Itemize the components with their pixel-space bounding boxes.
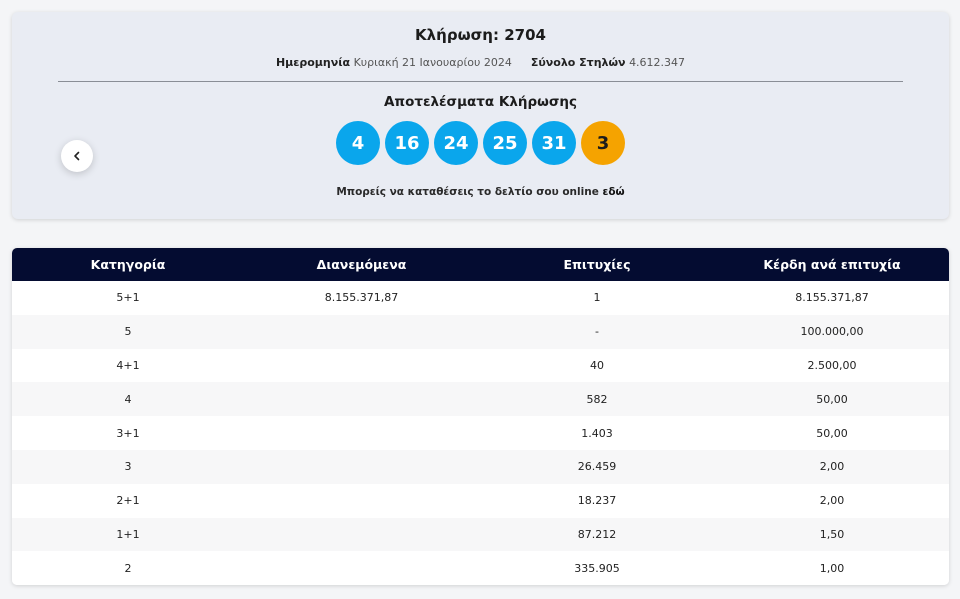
header-category: Κατηγορία xyxy=(90,257,166,272)
online-link[interactable]: εδώ xyxy=(602,186,625,198)
cell-category: 1+1 xyxy=(116,527,140,541)
table-row: 2+1 18.237 2,00 xyxy=(12,483,949,518)
cell-winners: - xyxy=(595,325,599,339)
date-value: Κυριακή 21 Ιανουαρίου 2024 xyxy=(353,56,512,69)
table-row: 3+1 1.403 50,00 xyxy=(12,416,949,450)
winning-numbers: 4 16 24 25 31 3 xyxy=(12,121,949,165)
cell-distributed: 8.155.371,87 xyxy=(324,291,399,305)
total-columns-label: Σύνολο Στηλών xyxy=(530,56,626,69)
prize-table: Κατηγορία Διανεμόμενα Επιτυχίες Κέρδη αν… xyxy=(12,248,949,586)
table-row: 3 26.459 2,00 xyxy=(12,449,949,484)
total-columns-value: 4.612.347 xyxy=(629,56,686,69)
draw-title: Κλήρωση: 2704 xyxy=(415,26,546,44)
table-row: 1+1 87.212 1,50 xyxy=(12,517,949,552)
table-row: 4 582 50,00 xyxy=(12,382,949,417)
cell-winners: 40 xyxy=(590,358,604,372)
number-ball: 4 xyxy=(336,121,380,165)
table-row: 2 335.905 1,00 xyxy=(12,551,949,586)
header-prize-per-winner: Κέρδη ανά επιτυχία xyxy=(763,257,901,272)
cell-category: 2+1 xyxy=(116,494,140,508)
divider xyxy=(58,81,903,82)
cell-category: 3+1 xyxy=(116,426,140,440)
cell-prize: 50,00 xyxy=(816,392,848,406)
cell-prize: 50,00 xyxy=(816,426,848,440)
cell-category: 4 xyxy=(124,392,132,406)
cell-prize: 2,00 xyxy=(819,494,845,508)
table-body: 5+1 8.155.371,87 1 8.155.371,87 5 - 100.… xyxy=(12,281,949,586)
cell-winners: 335.905 xyxy=(574,561,620,575)
number-ball: 31 xyxy=(532,121,576,165)
cell-winners: 18.237 xyxy=(577,494,617,508)
cell-winners: 1.403 xyxy=(581,426,613,440)
online-note: Μπορείς να καταθέσεις το δελτίο σου onli… xyxy=(12,186,949,198)
cell-prize: 2,00 xyxy=(819,460,845,474)
header-winners: Επιτυχίες xyxy=(563,257,631,272)
cell-prize: 1,50 xyxy=(819,527,845,541)
cell-winners: 26.459 xyxy=(577,460,617,474)
header-distributed: Διανεμόμενα xyxy=(316,257,407,272)
joker-ball: 3 xyxy=(581,121,625,165)
table-row: 4+1 40 2.500,00 xyxy=(12,348,949,383)
cell-prize: 1,00 xyxy=(819,561,845,575)
number-ball: 24 xyxy=(434,121,478,165)
number-ball: 16 xyxy=(385,121,429,165)
cell-prize: 100.000,00 xyxy=(800,325,864,339)
cell-category: 5+1 xyxy=(116,291,140,305)
cell-winners: 1 xyxy=(593,291,601,305)
table-row: 5 - 100.000,00 xyxy=(12,314,949,349)
cell-prize: 2.500,00 xyxy=(807,358,857,372)
chevron-left-icon xyxy=(72,151,82,161)
date-label: Ημερομηνία xyxy=(275,56,351,69)
previous-draw-button[interactable] xyxy=(61,140,93,172)
cell-winners: 582 xyxy=(586,392,608,406)
cell-category: 3 xyxy=(124,460,132,474)
cell-category: 5 xyxy=(124,325,132,339)
cell-winners: 87.212 xyxy=(577,527,617,541)
cell-category: 4+1 xyxy=(116,358,140,372)
cell-prize: 8.155.371,87 xyxy=(795,291,869,305)
table-row: 5+1 8.155.371,87 1 8.155.371,87 xyxy=(12,281,949,315)
number-ball: 25 xyxy=(483,121,527,165)
results-title: Αποτελέσματα Κλήρωσης xyxy=(383,94,578,110)
cell-category: 2 xyxy=(124,561,132,575)
table-header: Κατηγορία Διανεμόμενα Επιτυχίες Κέρδη αν… xyxy=(12,248,949,281)
draw-card: Κλήρωση: 2704 Ημερομηνία Κυριακή 21 Ιανο… xyxy=(12,12,949,219)
draw-meta: Ημερομηνία Κυριακή 21 Ιανουαρίου 2024 Σύ… xyxy=(12,56,949,69)
online-note-text: Μπορείς να καταθέσεις το δελτίο σου onli… xyxy=(336,186,599,198)
